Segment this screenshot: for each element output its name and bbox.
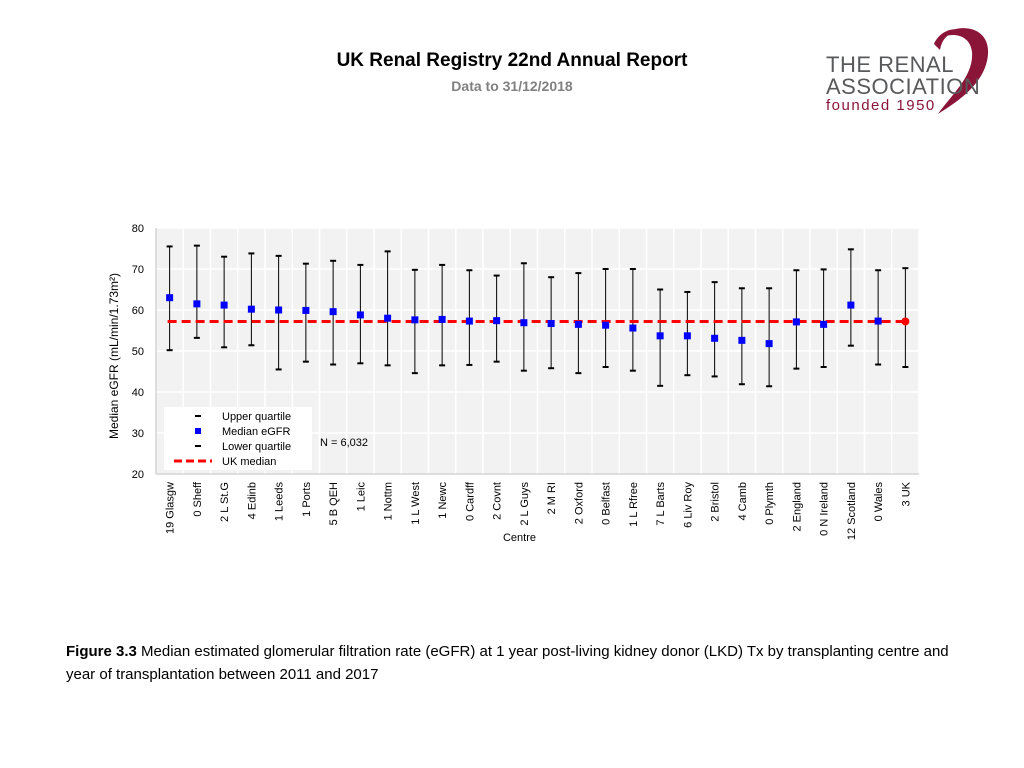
x-tick-label: 1 Leeds	[274, 482, 286, 522]
x-tick-label: 12 Scotland	[846, 482, 858, 540]
egfr-chart: 20 30 40 50 60 70 80 19 Glasgw 0 Sheff 2 L St.G 4 …	[107, 223, 920, 544]
legend-median-symbol	[195, 428, 201, 434]
logo-line-2: ASSOCIATION	[826, 74, 981, 99]
median-point	[683, 332, 691, 340]
logo-line-1: THE RENAL	[826, 52, 954, 77]
median-point	[520, 319, 528, 327]
x-tick-label: 19 Glasgw	[165, 482, 177, 534]
x-tick-label: 1 Nottm	[383, 482, 395, 521]
x-tick-label: 4 Camb	[737, 482, 749, 521]
legend-label: Median eGFR	[222, 426, 291, 438]
x-tick-label: 2 England	[791, 482, 803, 532]
median-point	[574, 320, 582, 328]
x-axis-title: Centre	[503, 532, 536, 544]
median-point	[874, 317, 882, 325]
x-tick-label: 0 N Ireland	[819, 482, 831, 536]
median-point	[384, 314, 392, 322]
y-tick-label: 20	[132, 469, 144, 481]
median-point	[656, 332, 664, 340]
median-point	[602, 321, 610, 329]
legend-label: UK median	[222, 456, 276, 468]
figure-caption-text: Median estimated glomerular filtration r…	[66, 643, 949, 683]
y-tick-label: 40	[132, 387, 144, 399]
median-point	[275, 306, 283, 314]
median-point	[738, 336, 746, 344]
median-point	[193, 300, 201, 308]
median-point	[329, 308, 337, 316]
x-tick-label: 1 Newc	[437, 482, 449, 519]
figure-label: Figure 3.3	[66, 643, 137, 660]
x-tick-label: 7 L Barts	[655, 482, 667, 526]
report-header: UK Renal Registry 22nd Annual Report Dat…	[262, 50, 762, 94]
uk-median-point	[901, 317, 910, 326]
median-point	[629, 324, 637, 332]
report-subtitle: Data to 31/12/2018	[451, 78, 573, 94]
x-tick-label: 5 B QEH	[328, 482, 340, 525]
y-tick-label: 50	[132, 346, 144, 358]
report-title: UK Renal Registry 22nd Annual Report	[336, 50, 688, 71]
figure-caption: Figure 3.3 Median estimated glomerular f…	[66, 640, 966, 686]
median-point	[356, 311, 364, 319]
x-tick-label: 0 Belfast	[601, 482, 613, 525]
median-point	[711, 334, 719, 342]
median-point	[247, 305, 255, 313]
x-tick-label: 2 L St.G	[219, 482, 231, 522]
median-point	[547, 320, 555, 328]
median-point	[220, 301, 228, 309]
x-tick-label: 1 L Rfree	[628, 482, 640, 527]
median-point	[438, 315, 446, 323]
median-point	[493, 317, 501, 325]
x-tick-label: 2 M RI	[546, 482, 558, 514]
x-tick-label: 0 Cardff	[464, 481, 476, 521]
legend-label: Upper quartile	[222, 411, 291, 423]
x-tick-label: 0 Wales	[873, 482, 885, 522]
median-point	[302, 306, 310, 314]
median-point	[820, 320, 828, 328]
x-tick-label: 1 Ports	[301, 482, 313, 517]
y-tick-label: 60	[132, 305, 144, 317]
x-tick-label: 0 Sheff	[192, 481, 204, 517]
x-tick-label: 2 L Guys	[519, 482, 531, 526]
y-tick-label: 30	[132, 428, 144, 440]
x-tick-label: 1 L West	[410, 482, 422, 525]
y-axis-title: Median eGFR (mL/min/1.73m²)	[107, 273, 121, 439]
y-tick-label: 70	[132, 264, 144, 276]
x-tick-label: 2 Oxford	[573, 482, 585, 524]
median-point	[765, 340, 773, 348]
x-tick-label: 2 Bristol	[710, 482, 722, 522]
median-point	[166, 294, 174, 302]
x-tick-label: 6 Liv Roy	[682, 482, 694, 528]
x-tick-label: 1 Leic	[355, 482, 367, 512]
median-point	[792, 318, 800, 326]
legend-n-label: N = 6,032	[320, 437, 368, 449]
x-tick-label: 2 Covnt	[492, 482, 504, 520]
legend-label: Lower quartile	[222, 441, 291, 453]
median-point	[847, 301, 855, 309]
logo-swoosh-icon	[934, 28, 989, 114]
renal-association-logo: THE RENAL ASSOCIATION founded 1950	[822, 24, 992, 120]
x-tick-label: 3 UK	[900, 481, 912, 506]
y-tick-label: 80	[132, 223, 144, 235]
logo-line-3: founded 1950	[826, 97, 936, 114]
median-point	[465, 317, 473, 325]
x-tick-label: 4 Edinb	[246, 482, 258, 519]
x-tick-label: 0 Plymth	[764, 482, 776, 525]
median-point	[411, 316, 419, 324]
